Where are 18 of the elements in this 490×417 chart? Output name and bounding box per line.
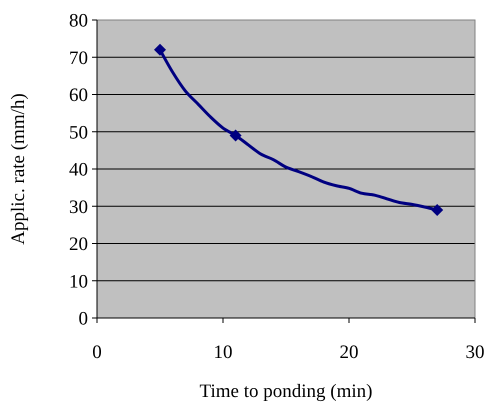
y-tick-label: 40 <box>69 160 88 181</box>
x-tick-label: 10 <box>214 342 232 363</box>
point <box>431 204 444 216</box>
y-tick-label: 60 <box>69 85 88 106</box>
y-tick-label: 30 <box>69 196 88 218</box>
y-tick-label: 80 <box>69 10 88 32</box>
y-tick-label: 50 <box>69 122 88 144</box>
y-tick-label: 70 <box>69 48 88 69</box>
x-tick-label: 20 <box>340 342 358 363</box>
point <box>230 129 242 142</box>
point <box>154 44 166 56</box>
y-tick-label: 20 <box>69 234 88 256</box>
x-tick-label: 30 <box>466 342 484 363</box>
x-axis-title: Time to ponding (min) <box>200 381 372 402</box>
y-tick-label: 10 <box>69 271 88 292</box>
x-tick-label: 0 <box>92 342 102 363</box>
y-tick-label: 0 <box>78 308 88 330</box>
y-axis-title: Applic. rate (mm/h) <box>8 93 29 245</box>
